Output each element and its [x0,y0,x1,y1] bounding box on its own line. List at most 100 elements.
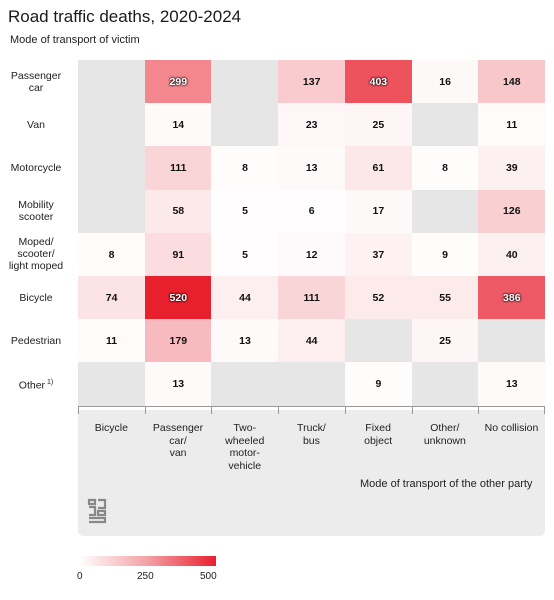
heatmap-cell [411,362,479,407]
column-label: No collision [478,422,545,435]
cell-value-label: 91 [172,248,185,261]
cell-value-label: 9 [375,378,382,391]
heatmap-cell: 91 [144,232,212,277]
x-axis-tick [144,406,146,414]
x-axis-tick [78,406,79,414]
heatmap-cell [211,60,279,104]
heatmap-cell: 55 [411,276,479,320]
cell-value-label: 13 [172,378,185,391]
row-label-text: Van [27,118,45,131]
heatmap-cell [78,60,146,104]
x-axis-tick [478,406,480,414]
cell-value-label: 148 [503,75,521,88]
legend-mid-label: 250 [137,571,154,582]
heatmap-cell: 8 [78,232,146,277]
cell-value-label: 520 [169,291,188,304]
row-label-text: Moped/ scooter/ light moped [8,236,64,273]
heatmap-cell: 9 [344,362,412,407]
cbs-logo-icon [87,498,107,524]
column-label-text: No collision [484,422,539,434]
cell-value-label: 6 [308,205,315,218]
heatmap-cell: 11 [78,319,146,363]
column-label-text: Other/ unknown [423,422,466,447]
cell-value-label: 25 [372,119,385,132]
cell-value-label: 13 [505,378,518,391]
cell-value-label: 11 [106,335,118,348]
column-label-panel [78,410,545,536]
row-label-text: Other 1) [18,378,54,392]
row-label-text: Motorcycle [10,161,62,174]
heatmap-cell: 16 [411,60,479,104]
x-axis-tick [344,406,346,414]
heatmap-cell: 299 [144,60,212,104]
heatmap-cell: 61 [344,146,412,191]
heatmap-cell: 13 [278,146,346,191]
row-footnote: 1) [45,378,54,386]
heatmap-cell: 11 [478,103,546,147]
cell-value-label: 11 [506,119,518,132]
cell-value-label: 55 [439,291,451,304]
heatmap-cell: 9 [411,232,479,277]
cell-value-label: 386 [503,291,521,304]
heatmap-cell: 6 [278,189,346,234]
heatmap-cell [278,362,346,407]
column-label-text: Bicycle [94,422,128,434]
cell-value-label: 13 [239,335,251,348]
column-label: Fixed object [345,422,412,447]
heatmap-cell: 25 [411,319,479,363]
cell-value-label: 16 [439,75,451,88]
cell-value-label: 25 [439,335,451,348]
heatmap-cell: 148 [478,60,546,104]
cell-value-label: 23 [305,119,318,132]
heatmap-cell [78,189,146,234]
heatmap-cell [78,103,146,147]
row-label: Moped/ scooter/ light moped [0,233,72,276]
heatmap-cell: 74 [78,276,146,320]
heatmap-cell [78,146,146,191]
heatmap-cell: 179 [144,319,212,363]
column-label: Other/ unknown [412,422,479,447]
cell-value-label: 52 [372,291,385,304]
cell-value-label: 12 [305,248,318,261]
row-label: Motorcycle [0,146,72,189]
cell-value-label: 37 [372,248,385,261]
column-label-text: Passenger car/ van [152,422,204,459]
cell-value-label: 179 [169,335,188,348]
heatmap-cell: 17 [344,189,412,234]
cell-value-label: 61 [372,162,385,175]
chart-subtitle: Mode of transport of victim [10,34,140,46]
heatmap-cell: 44 [278,319,346,363]
cell-value-label: 74 [105,291,118,304]
cell-value-label: 403 [369,75,388,88]
heatmap-cell: 58 [144,189,212,234]
cell-value-label: 8 [242,162,248,175]
cell-value-label: 14 [172,119,185,132]
cell-value-label: 39 [505,162,518,175]
column-label: Passenger car/ van [145,422,212,460]
heatmap-cell: 111 [278,276,346,320]
heatmap-cell: 403 [344,60,412,104]
cell-value-label: 40 [505,248,518,261]
heatmap-cell [411,189,479,234]
x-axis-line [78,406,545,407]
x-axis-tick [278,406,280,414]
heatmap-cell: 52 [344,276,412,320]
heatmap-cell [411,103,479,147]
heatmap-cell: 23 [278,103,346,147]
heatmap-cell: 5 [211,189,279,234]
heatmap-cell: 44 [211,276,279,320]
cell-value-label: 8 [442,162,449,175]
legend-color-bar [79,556,216,566]
heatmap-cell: 520 [144,276,212,320]
heatmap-cell: 14 [144,103,212,147]
column-label-text: Fixed object [364,422,393,447]
cell-value-label: 58 [172,205,185,218]
row-label: Mobility scooter [0,190,72,233]
heatmap-cell: 137 [278,60,346,104]
legend-max-label: 500 [200,571,217,582]
heatmap-cell: 111 [144,146,212,191]
x-axis-tick [543,406,545,414]
heatmap-cell: 25 [344,103,412,147]
row-label-text: Mobility scooter [18,199,54,224]
heatmap-cell [211,362,279,407]
